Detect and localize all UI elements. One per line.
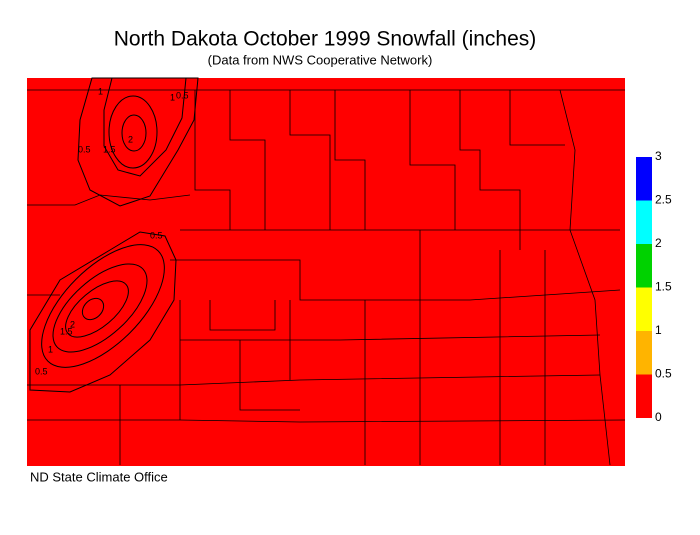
contour-2.5 [81, 297, 105, 321]
contour-2 [121, 114, 147, 152]
contour-label: 0.5 [176, 90, 189, 100]
title: North Dakota October 1999 Snowfall (inch… [114, 28, 537, 51]
legend-bin [636, 331, 652, 375]
legend-bin [636, 244, 652, 288]
map: 0.5 1 1.5 2 0.5 1 0.5 1 1.5 2 0.5 [27, 77, 626, 466]
contour-label: 0.5 [150, 230, 163, 240]
legend-bin [636, 157, 652, 201]
county-lines [27, 89, 626, 466]
contour-label: 1.5 [103, 144, 116, 154]
legend-tick-label: 2.5 [655, 193, 672, 207]
contour-label: 1.5 [60, 326, 73, 336]
map-background [27, 78, 625, 466]
contour-0.5 [29, 231, 177, 393]
subtitle: (Data from NWS Cooperative Network) [208, 52, 433, 67]
contour-0.5 [77, 77, 199, 207]
contour-label: 2 [70, 319, 75, 329]
contour-label: 1 [48, 344, 53, 354]
contour-1.5 [52, 263, 148, 353]
contour-label: 0.5 [35, 366, 48, 376]
contour-1 [41, 244, 165, 368]
legend-tick-label: 0 [655, 410, 662, 424]
legend-tick-label: 3 [655, 149, 662, 163]
legend-bin [636, 200, 652, 244]
contour-label: 1 [170, 92, 175, 102]
contour-2 [65, 280, 129, 338]
legend-tick-label: 1.5 [655, 280, 672, 294]
legend: 0 0.5 1 1.5 2 2.5 3 [636, 149, 672, 424]
legend-bin [636, 287, 652, 331]
credit: ND State Climate Office [30, 469, 168, 484]
contour-label: 1 [98, 86, 103, 96]
contour-label: 0.5 [78, 144, 91, 154]
contour-1.5 [108, 95, 158, 169]
contour-label: 2 [128, 134, 133, 144]
legend-tick-label: 0.5 [655, 367, 672, 381]
legend-tick-label: 2 [655, 236, 662, 250]
legend-bin [636, 374, 652, 418]
contour-1 [103, 77, 187, 177]
legend-tick-label: 1 [655, 323, 662, 337]
